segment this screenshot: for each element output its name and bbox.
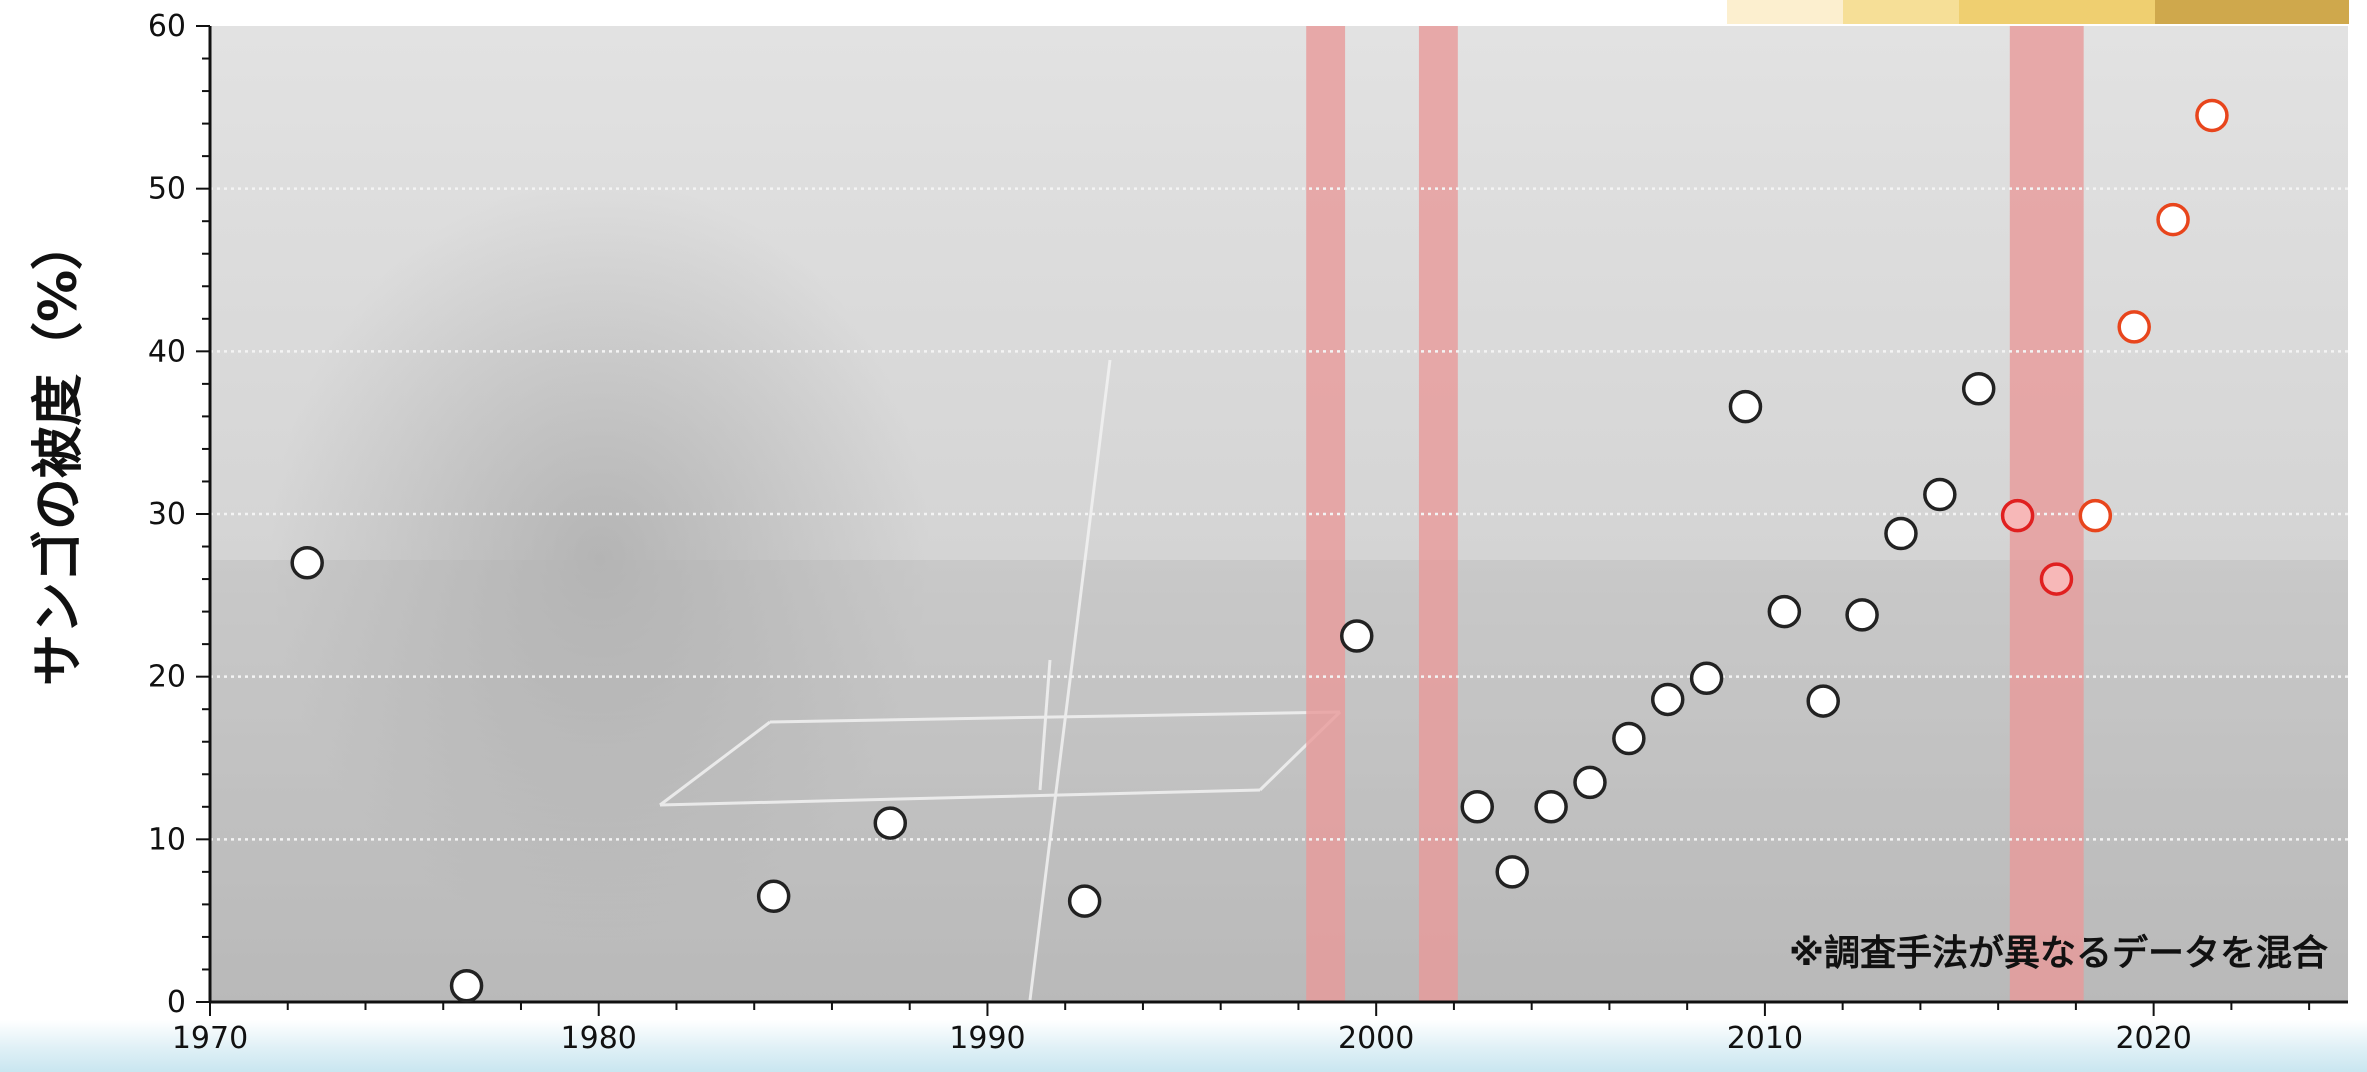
y-tick-label: 60 <box>148 9 186 44</box>
y-tick-label: 20 <box>148 660 186 695</box>
decorative-band-2 <box>1843 0 1959 24</box>
seafloor-texture <box>210 560 2348 1002</box>
data-point <box>2000 498 2035 533</box>
data-point <box>2156 202 2190 237</box>
bottom-glow <box>0 1020 2367 1072</box>
diver-silhouette <box>270 180 930 940</box>
data-point <box>1845 598 1879 632</box>
data-point <box>756 879 791 914</box>
x-tick-label: 2010 <box>1727 1021 1803 1056</box>
data-point <box>1534 790 1568 824</box>
data-point <box>2078 498 2113 533</box>
y-tick-label: 30 <box>148 497 186 532</box>
y-axis-label: サンゴの被度（%） <box>29 218 89 686</box>
data-point <box>449 968 484 1003</box>
data-point <box>1650 682 1685 717</box>
chart-annotation: ※調査手法が異なるデータを混合 <box>1789 932 2328 974</box>
data-point <box>1339 619 1374 653</box>
x-tick-label: 1970 <box>172 1021 248 1056</box>
data-point <box>1067 884 1102 918</box>
data-point <box>873 806 908 840</box>
data-point <box>1884 516 1918 551</box>
x-tick-label: 1980 <box>561 1021 637 1056</box>
data-point <box>1460 790 1495 824</box>
data-point <box>1495 855 1529 889</box>
data-point <box>1806 684 1840 718</box>
data-point <box>2117 310 2151 344</box>
data-point <box>1767 594 1802 629</box>
data-point <box>2195 98 2229 133</box>
data-point <box>290 546 324 580</box>
data-point <box>1689 661 1724 696</box>
y-tick-label: 40 <box>148 334 186 369</box>
data-point <box>1961 371 1996 406</box>
data-point <box>2039 562 2074 596</box>
data-point <box>1923 477 1957 512</box>
x-tick-label: 2020 <box>2115 1021 2191 1056</box>
y-tick-label: 50 <box>148 172 186 207</box>
decorative-band-3 <box>1959 0 2155 24</box>
y-tick-label: 0 <box>167 985 186 1020</box>
data-point <box>1728 389 1763 424</box>
quadrat-frame <box>659 359 1342 1001</box>
x-tick-label: 2000 <box>1338 1021 1414 1056</box>
y-tick-label: 10 <box>148 822 186 857</box>
decorative-band-4 <box>2155 0 2349 24</box>
decorative-band-1 <box>1727 0 1843 24</box>
data-point <box>1573 765 1607 800</box>
x-tick-label: 1990 <box>949 1021 1025 1056</box>
data-point <box>1612 721 1646 756</box>
